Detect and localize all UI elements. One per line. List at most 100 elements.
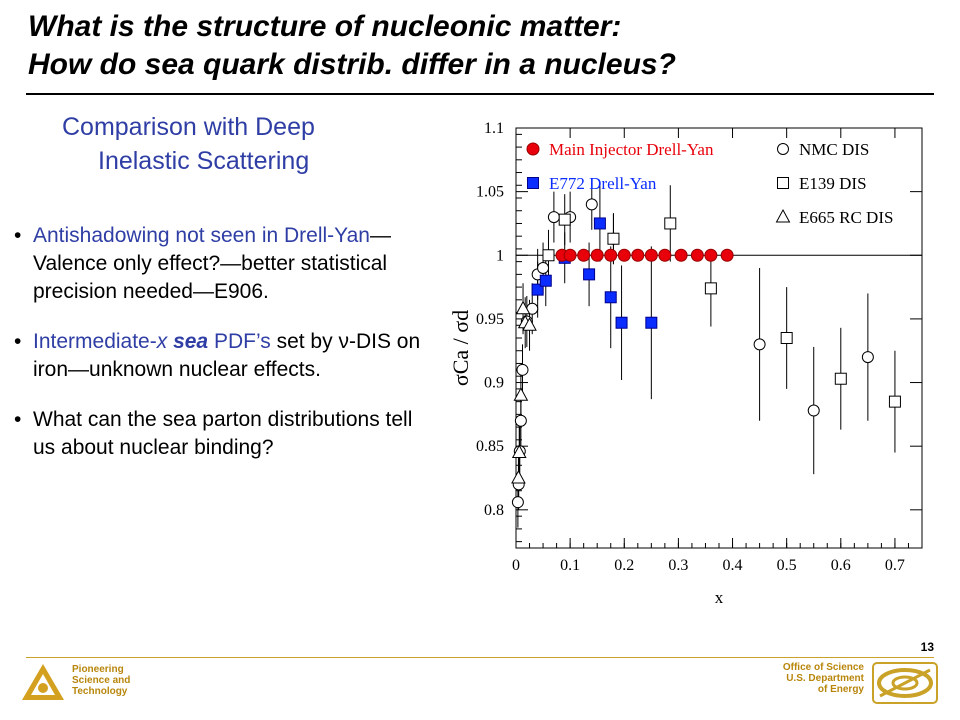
bullet-item: • Intermediate-x sea PDF’s set by ν-DIS … bbox=[14, 328, 434, 384]
data-point bbox=[617, 248, 631, 262]
y-tick-label: 0.85 bbox=[476, 438, 504, 455]
data-point bbox=[834, 372, 847, 385]
data-point bbox=[583, 268, 596, 281]
slide-title: What is the structure of nucleonic matte… bbox=[28, 8, 938, 84]
y-tick-label: 1.05 bbox=[476, 184, 504, 201]
legend-label: Main Injector Drell-Yan bbox=[549, 140, 714, 159]
data-point bbox=[658, 248, 672, 262]
bullet-text: What can the sea parton distributions te… bbox=[33, 408, 413, 459]
data-point bbox=[607, 232, 620, 245]
legend-label: E665 RC DIS bbox=[799, 208, 893, 227]
bullet-dot: • bbox=[14, 224, 22, 247]
x-tick-label: 0.1 bbox=[560, 557, 580, 574]
subhead-line-1: Comparison with Deep bbox=[62, 113, 315, 141]
footer-tagline-line: Technology bbox=[72, 686, 128, 697]
x-tick-label: 0.5 bbox=[777, 557, 797, 574]
data-point bbox=[704, 248, 718, 262]
y-axis-label: σCa / σd bbox=[448, 310, 473, 386]
legend-marker bbox=[777, 177, 789, 189]
section-heading: Comparison with Deep Inelastic Scatterin… bbox=[62, 110, 392, 178]
data-point bbox=[522, 317, 537, 331]
data-point bbox=[531, 283, 544, 296]
data-point bbox=[585, 198, 598, 211]
x-axis-label: x bbox=[715, 588, 724, 607]
variable-x: x bbox=[156, 330, 168, 353]
data-point bbox=[593, 217, 606, 230]
legend-marker bbox=[777, 143, 789, 155]
data-point bbox=[664, 217, 677, 230]
data-point bbox=[720, 248, 734, 262]
data-point bbox=[690, 248, 704, 262]
data-point bbox=[514, 414, 527, 427]
data-point bbox=[674, 248, 688, 262]
data-point bbox=[644, 248, 658, 262]
data-point bbox=[704, 282, 717, 295]
data-point bbox=[542, 249, 555, 262]
data-point bbox=[590, 248, 604, 262]
data-point bbox=[577, 248, 591, 262]
x-tick-label: 0.7 bbox=[885, 557, 905, 574]
nu-symbol: ν bbox=[338, 330, 349, 353]
x-tick-label: 0.6 bbox=[831, 557, 851, 574]
legend-marker bbox=[527, 177, 539, 189]
y-tick-label: 0.8 bbox=[484, 502, 504, 519]
bullet-text: —Valence only effect?—better statistical… bbox=[33, 224, 391, 303]
x-tick-label: 0.2 bbox=[614, 557, 634, 574]
doe-logo-icon bbox=[872, 662, 938, 709]
bullet-text: -DIS on iron—unknown nuclear effects. bbox=[33, 330, 421, 381]
y-tick-label: 1.1 bbox=[484, 120, 504, 137]
ratio-chart: 0 0.1 0.2 0.3 0.4 0.5 0.6 0.7 0.8 0.85 0.9 0.95 1 1.0… bbox=[448, 120, 923, 607]
title-line-2: How do sea quark distrib. differ in a nu… bbox=[28, 48, 676, 81]
y-tick-label: 0.9 bbox=[484, 375, 504, 392]
legend-marker bbox=[775, 208, 791, 223]
footer-tagline-line: Science and bbox=[72, 675, 131, 686]
footer-tagline-line: Pioneering bbox=[72, 664, 124, 675]
footer-tagline: Pioneering Science and Technology bbox=[72, 664, 130, 697]
data-point bbox=[604, 291, 617, 304]
x-tick-label: 0.4 bbox=[723, 557, 743, 574]
bullet-item: • Antishadowing not seen in Drell-Yan—Va… bbox=[14, 222, 434, 306]
data-point bbox=[513, 387, 529, 401]
data-point bbox=[604, 248, 618, 262]
y-tick-label: 0.95 bbox=[476, 311, 504, 328]
x-tick-label: 0 bbox=[512, 557, 520, 574]
bullet-text-highlight: PDF’s bbox=[208, 330, 271, 353]
data-point bbox=[753, 338, 766, 351]
bullet-text: set by bbox=[270, 330, 339, 353]
data-point bbox=[861, 351, 874, 364]
bullet-dot: • bbox=[14, 330, 22, 353]
data-point bbox=[780, 332, 793, 344]
data-point bbox=[558, 213, 571, 226]
data-point bbox=[511, 496, 524, 509]
lab-logo-icon bbox=[20, 662, 66, 707]
title-line-1: What is the structure of nucleonic matte… bbox=[28, 10, 622, 43]
bullet-text-highlight: Intermediate- bbox=[33, 330, 157, 353]
legend-label: E139 DIS bbox=[799, 174, 867, 193]
data-points bbox=[511, 198, 901, 509]
data-point bbox=[547, 211, 560, 224]
subhead-line-2: Inelastic Scattering bbox=[98, 147, 310, 175]
footer-agency-line: U.S. Department bbox=[786, 673, 864, 684]
footer-divider bbox=[26, 657, 934, 658]
data-point bbox=[537, 262, 550, 274]
data-point bbox=[516, 363, 529, 376]
legend-marker bbox=[526, 142, 540, 156]
legend: Main Injector Drell-Yan E772 Drell-Yan NMC… bbox=[526, 140, 893, 227]
data-point bbox=[888, 395, 901, 408]
legend-label: NMC DIS bbox=[799, 140, 869, 159]
footer-agency-line: of Energy bbox=[817, 684, 864, 695]
data-point bbox=[539, 274, 552, 287]
data-point bbox=[615, 316, 628, 329]
data-point bbox=[515, 300, 531, 315]
bullet-list: • Antishadowing not seen in Drell-Yan—Va… bbox=[14, 222, 434, 484]
bullet-text-highlight: Antishadowing not seen in Drell-Yan bbox=[33, 224, 370, 247]
footer-agency: Office of Science U.S. Department of Ene… bbox=[783, 662, 864, 695]
error-bars bbox=[517, 178, 896, 528]
page-number: 13 bbox=[920, 640, 934, 654]
title-divider bbox=[26, 93, 934, 95]
x-tick-label: 0.3 bbox=[668, 557, 688, 574]
bullet-dot: • bbox=[14, 408, 22, 431]
data-point bbox=[563, 248, 577, 262]
data-point bbox=[511, 469, 526, 484]
data-point bbox=[645, 316, 658, 329]
